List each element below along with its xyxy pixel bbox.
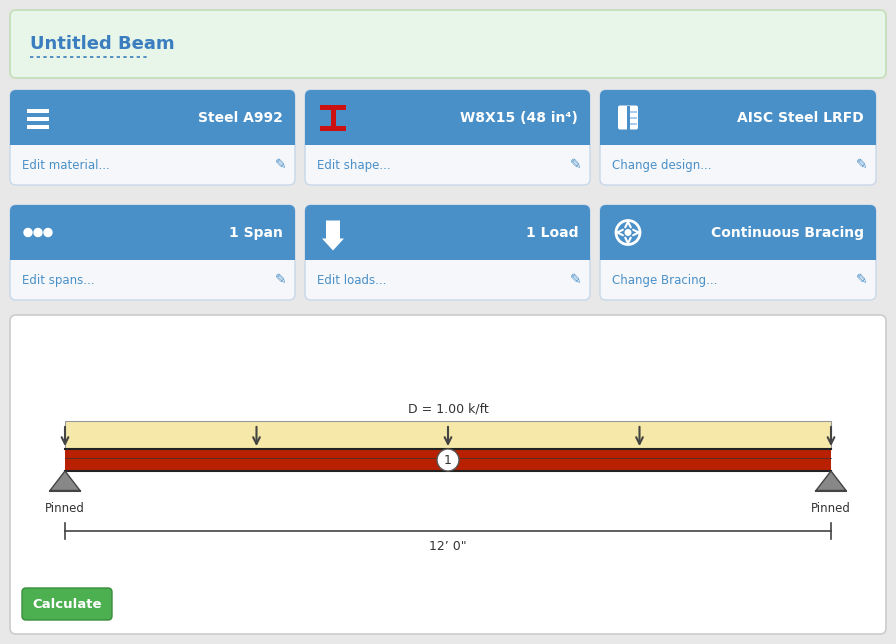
FancyBboxPatch shape [10,10,886,78]
Text: Change Bracing...: Change Bracing... [612,274,718,287]
Bar [27,117,49,120]
FancyBboxPatch shape [22,588,112,620]
Circle shape [34,229,42,236]
Bar [27,108,31,113]
Text: Continuous Bracing: Continuous Bracing [711,225,864,240]
Text: AISC Steel LRFD: AISC Steel LRFD [737,111,864,124]
FancyBboxPatch shape [305,205,590,300]
Text: Pinned: Pinned [45,502,85,515]
Circle shape [437,449,459,471]
Text: Calculate: Calculate [32,598,102,611]
Text: 1 Load: 1 Load [525,225,578,240]
Text: Change design...: Change design... [612,158,711,171]
Text: Edit material...: Edit material... [22,158,109,171]
FancyBboxPatch shape [305,205,590,260]
Bar [10,250,295,260]
Circle shape [44,229,52,236]
FancyBboxPatch shape [10,205,295,300]
Text: ✎: ✎ [857,158,868,172]
Circle shape [625,229,632,236]
FancyBboxPatch shape [618,106,638,129]
Bar [630,117,637,118]
FancyBboxPatch shape [600,90,876,145]
Bar [65,421,831,449]
FancyBboxPatch shape [305,90,590,145]
Text: Edit shape...: Edit shape... [317,158,391,171]
Bar [27,124,31,129]
Text: Steel A992: Steel A992 [198,111,283,124]
Text: 1: 1 [444,453,452,466]
Bar [305,250,590,260]
Text: ✎: ✎ [275,273,287,287]
Bar [320,126,346,131]
Text: Edit spans...: Edit spans... [22,274,94,287]
FancyBboxPatch shape [600,90,876,185]
Bar [600,250,876,260]
Bar [630,122,637,124]
FancyBboxPatch shape [10,90,295,145]
Bar [10,135,295,145]
Bar [65,421,831,449]
Text: ✎: ✎ [570,158,582,172]
Bar [305,135,590,145]
Text: ✎: ✎ [275,158,287,172]
Bar [27,124,49,129]
Text: Pinned: Pinned [811,502,851,515]
Text: W8X15 (48 in⁴): W8X15 (48 in⁴) [461,111,578,124]
Text: Edit loads...: Edit loads... [317,274,386,287]
Text: 12’ 0": 12’ 0" [429,540,467,553]
Bar [65,449,831,471]
Polygon shape [816,471,846,491]
FancyBboxPatch shape [305,90,590,185]
Bar [600,135,876,145]
FancyBboxPatch shape [600,205,876,300]
Bar [27,117,31,120]
Text: ✎: ✎ [857,273,868,287]
Bar [331,109,335,126]
Bar [630,111,637,113]
Bar [626,106,630,129]
Bar [27,108,49,113]
Text: ✎: ✎ [570,273,582,287]
Text: 1 Span: 1 Span [229,225,283,240]
FancyBboxPatch shape [10,315,886,634]
FancyBboxPatch shape [10,90,295,185]
FancyBboxPatch shape [600,205,876,260]
Polygon shape [50,471,80,491]
FancyBboxPatch shape [10,205,295,260]
Bar [320,104,346,109]
Circle shape [24,229,32,236]
Text: Untitled Beam: Untitled Beam [30,35,175,53]
Text: D = 1.00 k/ft: D = 1.00 k/ft [408,402,488,415]
FancyArrow shape [322,220,344,251]
